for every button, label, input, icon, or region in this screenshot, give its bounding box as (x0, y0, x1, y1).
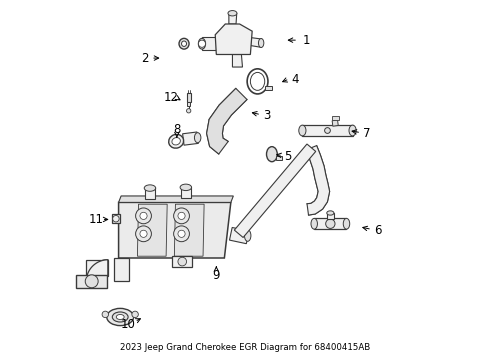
Circle shape (140, 212, 147, 220)
Text: 7: 7 (363, 127, 370, 140)
Polygon shape (207, 88, 247, 154)
Polygon shape (234, 144, 316, 238)
Polygon shape (215, 24, 252, 54)
Ellipse shape (107, 309, 134, 325)
Ellipse shape (181, 41, 187, 46)
Circle shape (173, 226, 190, 242)
Bar (76, 275, 107, 288)
Polygon shape (174, 204, 204, 256)
Polygon shape (86, 260, 108, 275)
Polygon shape (202, 37, 216, 50)
Text: 6: 6 (374, 224, 381, 237)
Bar (327, 213, 334, 219)
Circle shape (136, 226, 151, 242)
Bar (276, 156, 282, 159)
Circle shape (140, 230, 147, 237)
Bar (112, 215, 120, 223)
Polygon shape (250, 38, 262, 47)
Text: 2023 Jeep Grand Cherokee EGR Diagram for 68400415AB: 2023 Jeep Grand Cherokee EGR Diagram for… (120, 343, 370, 352)
Ellipse shape (144, 185, 156, 191)
Ellipse shape (327, 211, 334, 215)
Text: 4: 4 (292, 73, 299, 86)
Circle shape (178, 257, 187, 266)
Polygon shape (183, 132, 198, 145)
Bar (265, 86, 271, 90)
Circle shape (178, 230, 185, 237)
Text: 3: 3 (263, 109, 270, 122)
Ellipse shape (267, 147, 277, 162)
Text: 5: 5 (284, 150, 292, 163)
Ellipse shape (116, 315, 124, 319)
Text: 8: 8 (173, 123, 180, 136)
Circle shape (102, 311, 109, 318)
Circle shape (85, 275, 98, 288)
Polygon shape (314, 218, 346, 229)
Bar (187, 93, 191, 102)
Polygon shape (119, 202, 231, 258)
Polygon shape (86, 260, 108, 281)
Bar (332, 116, 339, 121)
Bar (172, 256, 192, 267)
Polygon shape (229, 13, 237, 24)
Ellipse shape (169, 134, 184, 148)
Ellipse shape (349, 125, 356, 136)
Ellipse shape (180, 184, 192, 190)
Bar (187, 102, 190, 106)
Ellipse shape (113, 216, 119, 222)
Ellipse shape (311, 219, 318, 229)
Text: 10: 10 (121, 318, 136, 331)
Text: 1: 1 (302, 33, 310, 47)
Ellipse shape (172, 138, 180, 145)
Circle shape (326, 219, 335, 228)
Polygon shape (232, 54, 243, 67)
Circle shape (178, 212, 185, 220)
Circle shape (187, 109, 191, 113)
Ellipse shape (198, 39, 205, 49)
Polygon shape (306, 145, 330, 215)
Bar (145, 188, 155, 199)
Ellipse shape (258, 39, 264, 48)
Ellipse shape (299, 125, 306, 136)
Circle shape (136, 208, 151, 224)
Ellipse shape (245, 230, 251, 241)
Text: 2: 2 (141, 51, 148, 64)
Ellipse shape (228, 10, 237, 16)
Polygon shape (332, 120, 338, 126)
Polygon shape (302, 125, 353, 136)
Ellipse shape (324, 128, 330, 134)
Circle shape (198, 40, 205, 47)
Ellipse shape (112, 312, 128, 322)
Ellipse shape (195, 133, 201, 143)
Polygon shape (114, 258, 129, 281)
Polygon shape (229, 228, 249, 244)
Ellipse shape (179, 39, 189, 49)
Text: 9: 9 (213, 269, 220, 282)
Circle shape (173, 208, 190, 224)
Ellipse shape (343, 219, 350, 229)
Text: 11: 11 (89, 213, 104, 226)
Polygon shape (119, 196, 233, 202)
Circle shape (132, 311, 138, 318)
Polygon shape (137, 204, 167, 256)
Bar (181, 187, 191, 198)
Text: 12: 12 (164, 91, 179, 104)
